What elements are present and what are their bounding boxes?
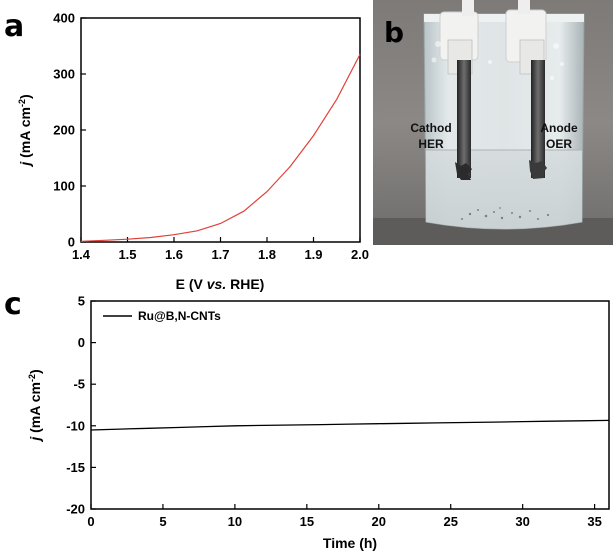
beaker-rim — [424, 14, 584, 22]
panel-a-x-axis-title: E (V vs. RHE) — [176, 276, 265, 292]
panel-a-y-axis-title: j (mA cm-2) — [17, 94, 33, 167]
anode-label: Anode — [540, 121, 578, 135]
anode-electrode — [531, 60, 545, 178]
panel-a-y-tick-label: 200 — [53, 123, 75, 138]
anode-reaction-label: OER — [546, 137, 572, 151]
panel-a-y-tick-label: 0 — [68, 235, 75, 250]
stability-curve — [90, 419, 610, 431]
polarization-curve — [80, 54, 361, 242]
anode-holder — [505, 0, 547, 75]
panel-c-y-tick-label: -5 — [73, 377, 85, 392]
cathode-holder — [439, 0, 479, 75]
legend-label: Ru@B,N-CNTs — [138, 309, 221, 323]
panel-a-x-tick-label: 1.6 — [165, 247, 183, 262]
panel-c-y-tick-label: -10 — [66, 418, 85, 433]
panel-c-y-ticks: 5 0 -5 -10 -15 -20 — [66, 294, 96, 517]
panel-a-x-tick-label: 2.0 — [351, 247, 369, 262]
panel-a-x-tick-label: 1.9 — [304, 247, 322, 262]
bubbles — [431, 41, 564, 81]
panel-a-chart: 1.4 1.5 1.6 1.7 1.8 1.9 2.0 0 100 200 300 400 E (V… — [17, 11, 369, 293]
panel-c-plot-frame — [90, 300, 610, 510]
panel-c-x-tick-label: 20 — [372, 514, 386, 529]
panel-a-plot-frame — [80, 17, 361, 243]
panel-c-y-tick-label: 0 — [78, 335, 85, 350]
panel-c-y-tick-label: -20 — [66, 502, 85, 517]
panel-a-y-tick-label: 400 — [53, 11, 75, 26]
panel-c-chart: 0 5 10 15 20 25 30 35 5 0 -5 -10 -15 -20 Ru@B,N-CNTs… — [27, 294, 610, 551]
panel-c-x-tick-label: 25 — [443, 514, 457, 529]
panel-a-x-ticks: 1.4 1.5 1.6 1.7 1.8 1.9 2.0 — [72, 237, 369, 262]
sediment-particles — [461, 207, 550, 220]
cathode-label: Cathod — [410, 121, 451, 135]
panel-c-y-tick-label: -15 — [66, 460, 85, 475]
panel-c-x-tick-label: 0 — [87, 514, 94, 529]
panel-a-x-tick-label: 1.7 — [211, 247, 229, 262]
panel-c-y-axis-title: j (mA cm-2) — [27, 369, 43, 442]
panel-a-x-tick-label: 1.4 — [72, 247, 91, 262]
panel-a-x-tick-label: 1.5 — [118, 247, 136, 262]
panel-letter-b: b — [384, 16, 404, 49]
panel-a-y-ticks: 0 100 200 300 400 — [53, 11, 86, 250]
electrolyzer-photo: Cathod HER Anode OER — [373, 0, 613, 245]
cathode-catalyst — [455, 162, 472, 180]
panel-c-x-tick-label: 30 — [515, 514, 529, 529]
panel-letter-c: c — [4, 287, 22, 322]
panel-c-x-ticks: 0 5 10 15 20 25 30 35 — [87, 504, 602, 529]
panel-a-x-tick-label: 1.8 — [258, 247, 276, 262]
panel-c-x-tick-label: 35 — [587, 514, 601, 529]
panel-a-y-tick-label: 300 — [53, 67, 75, 82]
anode-lead — [518, 0, 530, 14]
panel-c-x-tick-label: 5 — [159, 514, 166, 529]
cathode-lead — [462, 0, 474, 16]
cathode-electrode — [457, 60, 471, 178]
cathode-reaction-label: HER — [418, 137, 444, 151]
panel-c-x-tick-label: 10 — [228, 514, 242, 529]
anode-catalyst — [529, 160, 547, 179]
panel-c-y-tick-label: 5 — [78, 294, 85, 309]
panel-a-y-tick-label: 100 — [53, 179, 75, 194]
panel-letter-a: a — [4, 9, 24, 44]
panel-c-x-axis-title: Time (h) — [323, 535, 377, 551]
panel-c-x-tick-label: 15 — [300, 514, 314, 529]
